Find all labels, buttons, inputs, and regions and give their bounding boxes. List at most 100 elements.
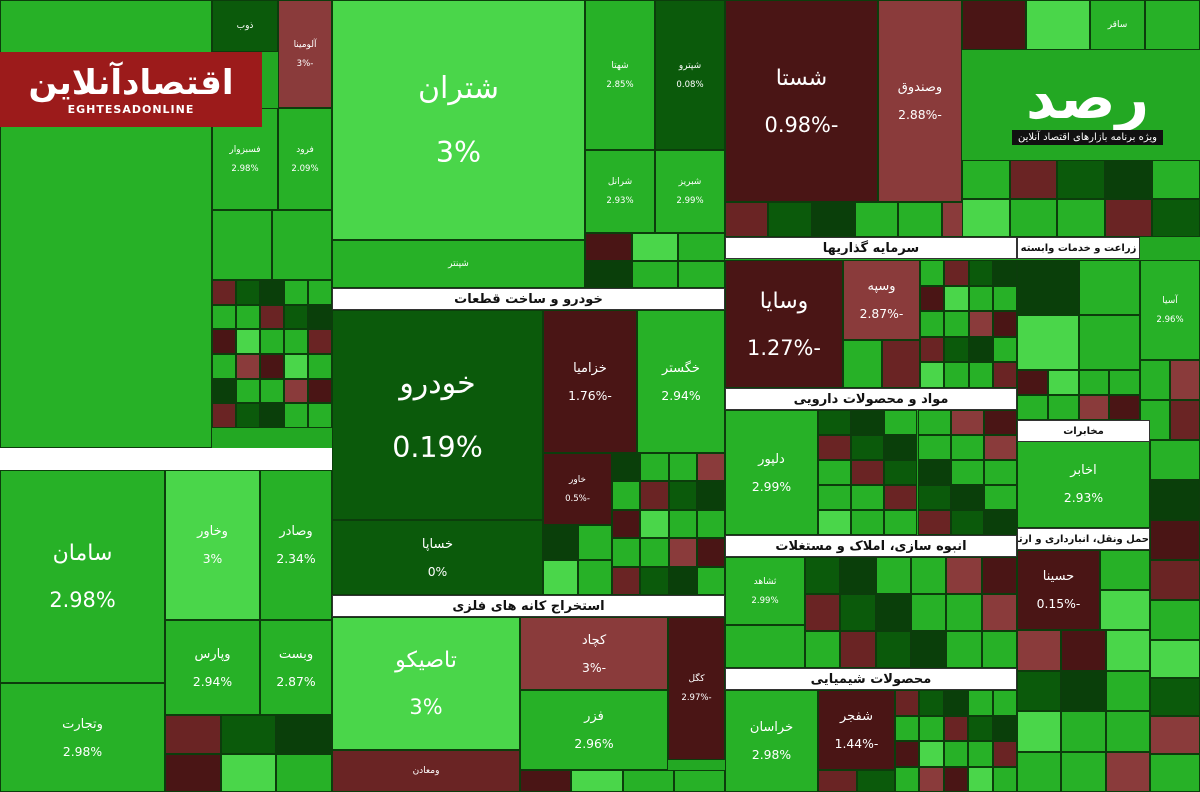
small-tile xyxy=(1100,550,1150,590)
small-tile xyxy=(1170,360,1200,400)
small-tile xyxy=(855,202,899,237)
small-tile xyxy=(818,770,857,792)
small-tile xyxy=(585,260,632,288)
tile-label: وسپه xyxy=(867,279,896,294)
tile-change: 2.98% xyxy=(62,744,103,759)
small-tile xyxy=(1145,0,1200,50)
small-tile xyxy=(1109,370,1140,395)
tile-change: 2.93% xyxy=(1063,491,1104,505)
small-tile xyxy=(612,509,641,539)
small-tile xyxy=(917,460,951,485)
small-tile xyxy=(1150,754,1200,792)
small-tile xyxy=(875,594,911,631)
logo: اقتصادآنلاین EGHTESADONLINE xyxy=(0,52,262,127)
small-tile xyxy=(917,435,951,460)
tile: سامان 2.98% xyxy=(0,470,165,683)
tile-change: 2.94% xyxy=(661,388,701,403)
small-tile xyxy=(919,715,944,741)
tile-label: سامان xyxy=(52,541,113,566)
small-tile xyxy=(308,329,332,354)
tile: شپنتر xyxy=(332,240,585,288)
sector-header: انبوه سازی، املاک و مستغلات xyxy=(725,535,1017,557)
small-tile xyxy=(165,715,221,754)
small-tile xyxy=(884,460,918,485)
small-tile xyxy=(212,354,236,379)
tile-change: 2.34% xyxy=(276,552,316,566)
small-tile xyxy=(276,753,332,792)
small-tile xyxy=(851,410,885,435)
tile-change: -0.5% xyxy=(565,493,590,504)
small-tile xyxy=(1104,160,1153,199)
small-tile xyxy=(884,435,918,460)
small-tile xyxy=(1150,640,1200,678)
tile: شستا -0.98% xyxy=(725,0,878,202)
tile-label: حسینا xyxy=(1042,569,1075,584)
tile: وسپه -2.87% xyxy=(843,260,920,340)
small-tile xyxy=(212,304,236,330)
small-tile xyxy=(236,280,260,305)
small-tile xyxy=(920,311,945,337)
tile-change: -1.27% xyxy=(747,335,821,360)
small-tile xyxy=(898,202,942,237)
small-tile xyxy=(543,560,578,595)
small-tile xyxy=(612,481,641,510)
small-tile xyxy=(917,485,951,510)
small-tile xyxy=(881,340,920,388)
small-tile xyxy=(968,766,993,792)
small-tile xyxy=(818,510,852,535)
small-tile xyxy=(968,285,993,312)
tile-label: وپارس xyxy=(194,646,231,662)
small-tile xyxy=(981,594,1017,631)
small-tile xyxy=(1140,360,1170,400)
small-tile xyxy=(851,510,885,535)
badge-title: رصد xyxy=(1026,63,1149,132)
small-tile xyxy=(1057,198,1105,237)
small-tile xyxy=(992,260,1017,286)
small-tile xyxy=(1061,711,1106,752)
small-tile xyxy=(1017,370,1048,395)
tile-label: خاور xyxy=(569,474,586,485)
sector-header: حمل ونقل، انبارداری و ارتباطات xyxy=(1017,528,1150,550)
tile-change: 2.96% xyxy=(574,737,614,751)
sector-header: محصولات شیمیایی xyxy=(725,668,1017,690)
tile-label: آلومینا xyxy=(293,39,317,50)
small-tile xyxy=(818,435,852,460)
small-tile xyxy=(992,690,1017,716)
small-tile xyxy=(1150,440,1200,480)
small-tile xyxy=(678,260,725,288)
small-tile xyxy=(520,770,572,792)
small-tile xyxy=(236,304,260,330)
small-tile xyxy=(212,329,236,354)
small-tile xyxy=(768,202,812,237)
small-tile xyxy=(165,753,221,792)
small-tile xyxy=(895,741,920,767)
tile-label: ذوب xyxy=(236,21,254,31)
small-tile xyxy=(950,435,984,460)
small-tile xyxy=(1170,400,1200,440)
small-tile xyxy=(983,510,1017,535)
logo-title: اقتصادآنلاین xyxy=(28,63,234,103)
small-tile xyxy=(1061,630,1106,671)
small-tile xyxy=(920,336,945,363)
sector-header: زراعت و خدمات وابسته xyxy=(1017,237,1140,259)
tile: وصادر 2.34% xyxy=(260,470,332,620)
small-tile xyxy=(284,378,308,404)
small-tile xyxy=(950,410,984,435)
small-tile xyxy=(678,233,725,261)
small-tile xyxy=(968,311,993,337)
small-tile xyxy=(992,766,1017,792)
small-tile xyxy=(840,631,876,668)
small-tile xyxy=(696,566,725,595)
small-tile xyxy=(805,594,841,631)
small-tile xyxy=(805,557,841,594)
tile-label: شپترو xyxy=(678,60,702,71)
small-tile xyxy=(920,285,945,312)
small-tile xyxy=(919,741,944,767)
tile: کگل -2.97% xyxy=(668,617,725,760)
small-tile xyxy=(1047,370,1079,395)
small-tile xyxy=(1105,670,1150,711)
small-tile xyxy=(1105,751,1150,792)
tile: شتران 3% xyxy=(332,0,585,240)
small-tile xyxy=(236,354,260,379)
